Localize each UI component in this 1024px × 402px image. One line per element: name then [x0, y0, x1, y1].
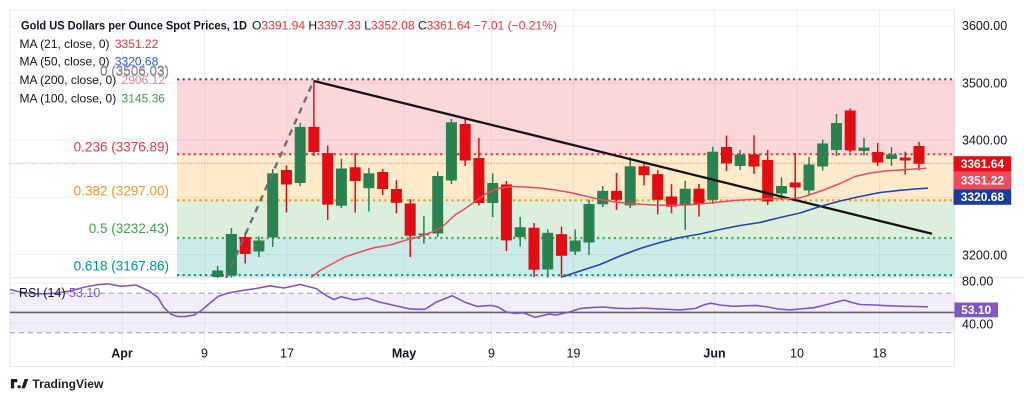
- svg-text:18: 18: [873, 346, 887, 360]
- svg-text:O3391.94 H3397.33 L3352.08 C33: O3391.94 H3397.33 L3352.08 C3361.64 −7.0…: [252, 19, 557, 33]
- svg-text:0 (3506.03): 0 (3506.03): [100, 64, 169, 79]
- svg-text:RSI (14) 53.10: RSI (14) 53.10: [19, 286, 100, 300]
- svg-text:40.00: 40.00: [962, 318, 993, 332]
- svg-text:0.5 (3232.43): 0.5 (3232.43): [89, 221, 169, 236]
- svg-text:10: 10: [790, 346, 804, 360]
- svg-text:9: 9: [488, 346, 495, 360]
- svg-text:3500.00: 3500.00: [962, 76, 1007, 90]
- svg-text:0.382 (3297.00): 0.382 (3297.00): [74, 183, 169, 198]
- svg-text:0.618 (3167.86): 0.618 (3167.86): [74, 259, 169, 274]
- svg-text:53.10: 53.10: [961, 303, 991, 317]
- svg-text:9: 9: [201, 346, 208, 360]
- svg-text:3320.68: 3320.68: [961, 190, 1005, 204]
- svg-text:19: 19: [567, 346, 581, 360]
- svg-text:MA (100, close, 0) 3145.36: MA (100, close, 0) 3145.36: [20, 92, 166, 106]
- svg-text:0.236 (3376.89): 0.236 (3376.89): [74, 140, 169, 155]
- svg-text:3600.00: 3600.00: [962, 19, 1007, 33]
- svg-text:80.00: 80.00: [962, 275, 993, 289]
- svg-text:MA (200, close, 0) 2906.12: MA (200, close, 0) 2906.12: [20, 73, 166, 87]
- svg-text:May: May: [392, 346, 416, 360]
- svg-text:17: 17: [280, 346, 294, 360]
- svg-text:3200.00: 3200.00: [962, 249, 1007, 263]
- svg-text:MA (21, close, 0) 3351.22: MA (21, close, 0) 3351.22: [20, 37, 159, 51]
- svg-text:Jun: Jun: [703, 346, 725, 360]
- svg-text:Apr: Apr: [111, 346, 133, 360]
- svg-text:MA (50, close, 0) 3320.68: MA (50, close, 0) 3320.68: [20, 55, 159, 69]
- svg-text:TradingView: TradingView: [32, 377, 104, 391]
- svg-text:3351.22: 3351.22: [961, 174, 1005, 188]
- svg-text:3361.64: 3361.64: [961, 157, 1005, 171]
- svg-text:0 (3506.03): 0 (3506.03): [100, 63, 169, 78]
- svg-text:3400.00: 3400.00: [962, 134, 1007, 148]
- svg-text:Gold US Dollars per Ounce Spot: Gold US Dollars per Ounce Spot Prices, 1…: [21, 19, 247, 33]
